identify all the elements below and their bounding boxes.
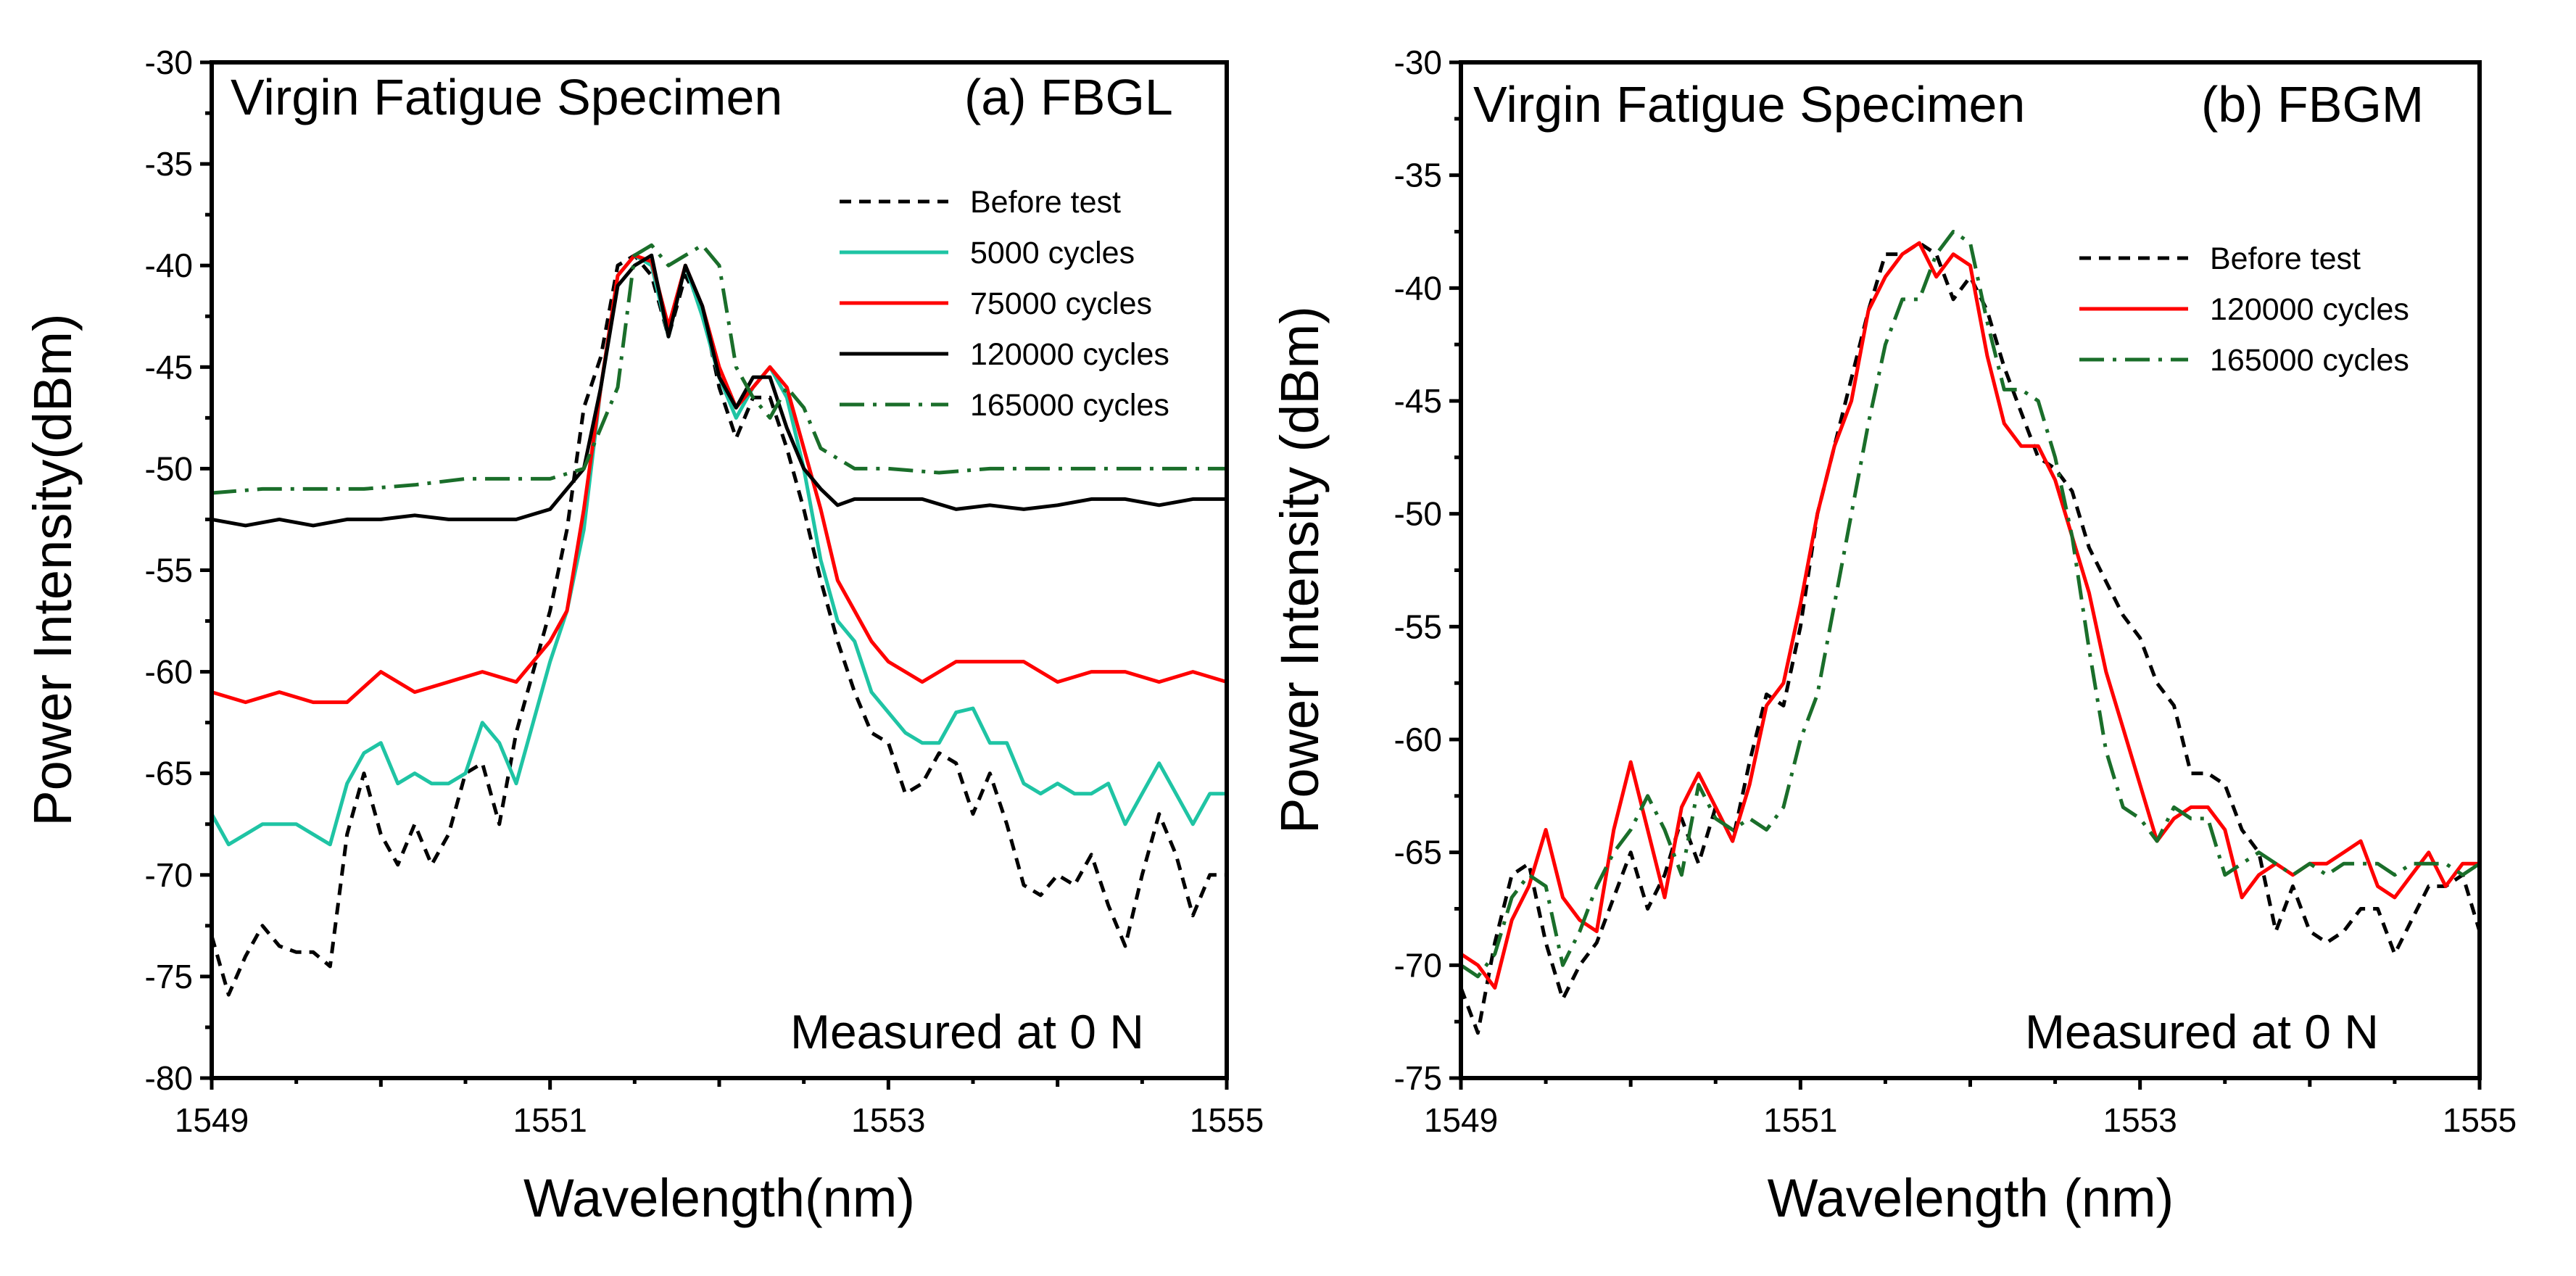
panel-b-y-tick-label: -45: [1394, 382, 1442, 420]
panel-a-legend-label: 165000 cycles: [970, 388, 1169, 423]
panel-a-legend-label: 5000 cycles: [970, 236, 1135, 270]
panel-a-y-tick-label: -65: [145, 755, 193, 792]
panel-a-y-tick-label: -60: [145, 653, 193, 691]
panel-a-plot-frame: [210, 60, 1229, 1080]
panel-a-series-165000-cycles: [211, 243, 1227, 495]
panel-b-x-tick-label: 1553: [2103, 1101, 2177, 1139]
panel-b-x-axis-label: Wavelength (nm): [1768, 1168, 2174, 1228]
panel-a-note: Measured at 0 N: [790, 1005, 1144, 1058]
panel-b-series-lines: [1459, 230, 2482, 1035]
panel-b-legend-label: Before test: [2210, 241, 2361, 276]
panel-b-y-tick-label: -55: [1394, 608, 1442, 645]
panel-b-note: Measured at 0 N: [2025, 1005, 2379, 1058]
panel-a-x-axis-label: Wavelength(nm): [523, 1168, 915, 1228]
panel-b-x-tick-label: 1551: [1763, 1101, 1837, 1139]
panel-a-y-tick-label: -75: [145, 958, 193, 995]
panel-b-y-tick-label: -70: [1394, 946, 1442, 984]
panel-a-y-tick-label: -50: [145, 450, 193, 487]
panel-b-label: (b) FBGM: [2201, 76, 2424, 133]
panel-a-y-tick-label: -70: [145, 856, 193, 894]
panel-a-legend-label: 120000 cycles: [970, 337, 1169, 372]
panel-a-series-120000-cycles: [211, 253, 1227, 528]
panel-a-title: Virgin Fatigue Specimen: [231, 69, 782, 125]
panel-b-y-tick-label: -30: [1394, 44, 1442, 81]
panel-a-legend-label: 75000 cycles: [970, 286, 1152, 321]
panel-a-fbgl: -80 -75 -70 -65 -60 -55 -50 -45 -40 -35 -30 1549 155…: [22, 44, 1264, 1228]
panel-a-legend: Before test 5000 cycles 75000 cycles 120000…: [840, 185, 1169, 423]
panel-b-ticks: -75 -70 -65 -60 -55 -50 -45 -40 -35 -30 1549 1551 15…: [1394, 44, 2517, 1139]
panel-a-y-axis-label: Power Intensity(dBm): [22, 313, 83, 826]
panel-a-label: (a) FBGL: [964, 69, 1173, 125]
panel-b-legend-label: 165000 cycles: [2210, 343, 2409, 378]
panel-a-x-tick-label: 1551: [513, 1101, 587, 1139]
panel-b-series-before-test: [1459, 241, 2482, 1035]
panel-b-y-tick-label: -50: [1394, 495, 1442, 533]
panel-b-x-tick-label: 1549: [1424, 1101, 1498, 1139]
panel-b-y-tick-label: -60: [1394, 721, 1442, 758]
panel-a-y-tick-label: -45: [145, 348, 193, 386]
panel-a-series-lines: [210, 243, 1227, 997]
panel-b-series-165000-cycles: [1459, 230, 2481, 979]
panel-a-y-tick-label: -35: [145, 145, 193, 183]
panel-b-x-tick-label: 1555: [2443, 1101, 2517, 1139]
panel-a-legend-label: Before test: [970, 185, 1121, 220]
panel-a-x-tick-label: 1555: [1190, 1101, 1264, 1139]
panel-b-title: Virgin Fatigue Specimen: [1473, 76, 2025, 133]
panel-a-x-tick-label: 1553: [851, 1101, 925, 1139]
panel-b-y-tick-label: -75: [1394, 1059, 1442, 1097]
panel-a-y-tick-label: -80: [145, 1059, 193, 1097]
panel-b-legend-label: 120000 cycles: [2210, 292, 2409, 327]
panel-a-y-tick-label: -55: [145, 552, 193, 589]
panel-b-fbgm: -75 -70 -65 -60 -55 -50 -45 -40 -35 -30 1549 1551 15…: [1270, 44, 2517, 1228]
panel-a-y-tick-label: -30: [145, 44, 193, 81]
panel-b-y-tick-label: -40: [1394, 269, 1442, 307]
panel-b-y-tick-label: -65: [1394, 834, 1442, 871]
panel-b-plot-frame: [1459, 60, 2482, 1080]
panel-a-y-tick-label: -40: [145, 246, 193, 284]
panel-a-x-tick-label: 1549: [175, 1101, 249, 1139]
panel-b-y-tick-label: -35: [1394, 157, 1442, 194]
panel-a-series-75000-cycles: [211, 253, 1227, 705]
panel-b-y-axis-label: Power Intensity (dBm): [1270, 306, 1330, 834]
panel-a-series-before-test: [210, 253, 1227, 997]
panel-b-legend: Before test 120000 cycles 165000 cycles: [2079, 241, 2409, 378]
